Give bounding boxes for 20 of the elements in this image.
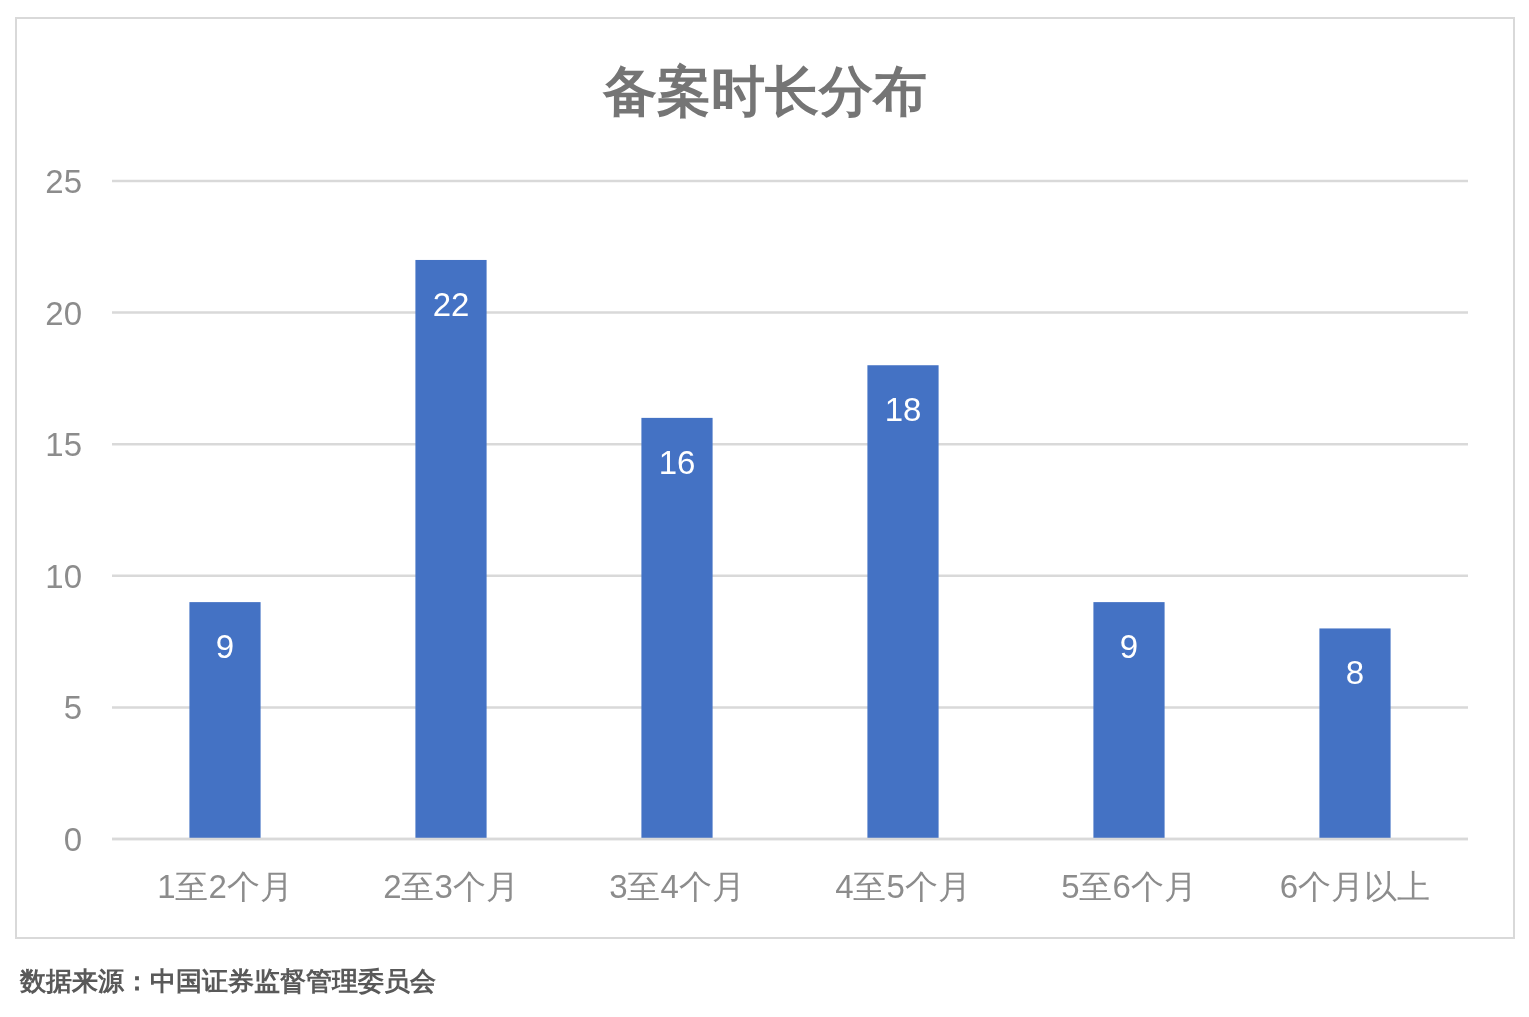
x-tick-label: 6个月以上 [1279,868,1431,905]
y-tick-label: 20 [45,294,82,332]
data-label: 8 [1345,654,1365,692]
data-label: 9 [215,628,235,666]
y-tick-label: 25 [45,163,82,200]
y-tick-label: 10 [45,557,82,595]
x-tick-label: 3至4个月 [609,868,745,905]
y-tick-label: 0 [63,821,82,858]
x-tick-label: 2至3个月 [383,868,519,905]
x-tick-label: 4至5个月 [835,868,971,905]
source-note: 数据来源：中国证券监督管理委员会 [19,966,436,996]
y-tick-label: 15 [45,426,82,464]
x-tick-label: 5至6个月 [1061,868,1197,905]
data-label: 18 [884,391,922,429]
chart-title: 备案时长分布 [602,61,927,121]
x-tick-label: 1至2个月 [157,868,293,905]
data-label: 16 [658,443,696,481]
data-label: 22 [432,285,470,323]
y-tick-label: 5 [63,689,82,727]
data-label: 9 [1119,628,1139,666]
